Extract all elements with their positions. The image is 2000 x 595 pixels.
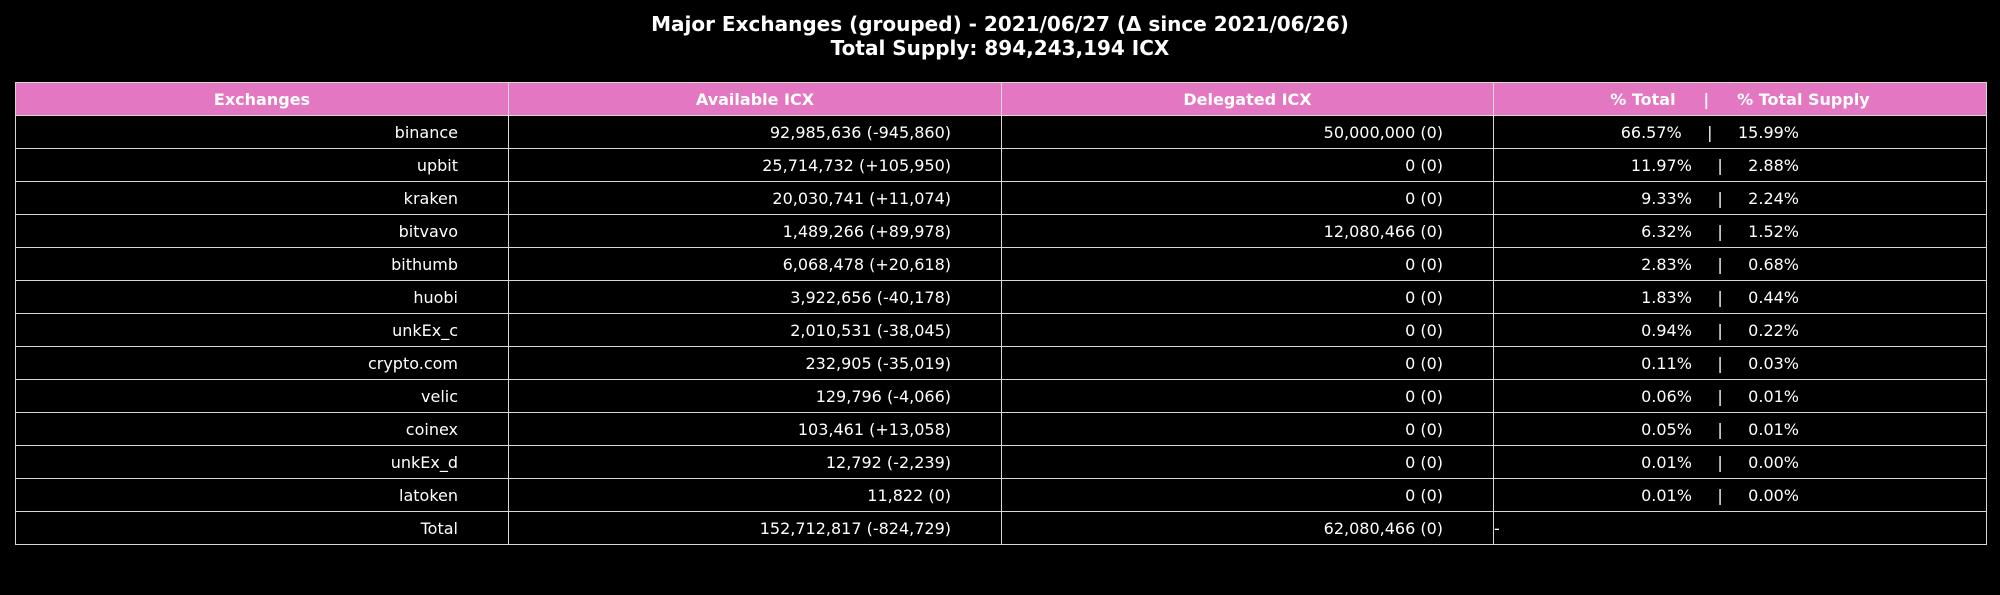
cell-exchange: huobi [15, 280, 509, 314]
table-row: latoken 11,822 (0) 0 (0) 0.01% | 0.00% [15, 478, 1987, 512]
cell-available-icx: 1,489,266 (+89,978) [508, 214, 1002, 248]
cell-available-icx: 20,030,741 (+11,074) [508, 181, 1002, 215]
header-exchanges: Exchanges [15, 82, 509, 116]
cell-percent: 0.01% | 0.00% [1493, 478, 1987, 512]
cell-exchange: upbit [15, 148, 509, 182]
cell-available-icx: 2,010,531 (-38,045) [508, 313, 1002, 347]
cell-delegated-icx: 50,000,000 (0) [1001, 115, 1494, 149]
table-row: kraken 20,030,741 (+11,074) 0 (0) 9.33% | 2… [15, 181, 1987, 215]
cell-percent: 0.01% | 0.00% [1493, 445, 1987, 479]
table-row: unkEx_d 12,792 (-2,239) 0 (0) 0.01% | 0.00% [15, 445, 1987, 479]
percent-value: 0.01% | 0.00% [1641, 452, 1799, 472]
cell-exchange: bithumb [15, 247, 509, 281]
table-row: unkEx_c 2,010,531 (-38,045) 0 (0) 0.94% | 0… [15, 313, 1987, 347]
header-available-icx: Available ICX [508, 82, 1002, 116]
header-percent-total: % Total | % Total Supply [1493, 82, 1987, 116]
cell-percent: 2.83% | 0.68% [1493, 247, 1987, 281]
cell-percent: 9.33% | 2.24% [1493, 181, 1987, 215]
cell-percent: 0.11% | 0.03% [1493, 346, 1987, 380]
cell-delegated-icx: 0 (0) [1001, 346, 1494, 380]
cell-delegated-icx: 0 (0) [1001, 280, 1494, 314]
table-row: crypto.com 232,905 (-35,019) 0 (0) 0.11% | … [15, 346, 1987, 380]
cell-available-icx: 25,714,732 (+105,950) [508, 148, 1002, 182]
cell-exchange: kraken [15, 181, 509, 215]
cell-available-icx: 92,985,636 (-945,860) [508, 115, 1002, 149]
percent-value: 0.01% | 0.00% [1641, 485, 1799, 505]
cell-delegated-icx: 0 (0) [1001, 247, 1494, 281]
percent-value: 0.94% | 0.22% [1641, 320, 1799, 340]
chart-title-block: Major Exchanges (grouped) - 2021/06/27 (… [0, 12, 2000, 60]
cell-percent: 6.32% | 1.52% [1493, 214, 1987, 248]
percent-value: 0.11% | 0.03% [1641, 353, 1799, 373]
percent-value: 1.83% | 0.44% [1641, 287, 1799, 307]
cell-percent: 11.97% | 2.88% [1493, 148, 1987, 182]
cell-delegated-icx: 62,080,466 (0) [1001, 511, 1494, 545]
cell-available-icx: 6,068,478 (+20,618) [508, 247, 1002, 281]
cell-percent: 1.83% | 0.44% [1493, 280, 1987, 314]
table-row: upbit 25,714,732 (+105,950) 0 (0) 11.97% | … [15, 148, 1987, 182]
cell-exchange: Total [15, 511, 509, 545]
table-header-row: Exchanges Available ICX Delegated ICX % … [15, 82, 1987, 116]
percent-value: 6.32% | 1.52% [1641, 221, 1799, 241]
cell-exchange: velic [15, 379, 509, 413]
cell-percent: 66.57% | 15.99% [1493, 115, 1987, 149]
table-total-row: Total 152,712,817 (-824,729) 62,080,466 (0… [15, 511, 1987, 545]
cell-available-icx: 3,922,656 (-40,178) [508, 280, 1002, 314]
cell-delegated-icx: 0 (0) [1001, 445, 1494, 479]
table-row: huobi 3,922,656 (-40,178) 0 (0) 1.83% | 0.4… [15, 280, 1987, 314]
cell-delegated-icx: 0 (0) [1001, 478, 1494, 512]
header-percent-total-label: % Total | % Total Supply [1610, 89, 1870, 109]
cell-available-icx: 11,822 (0) [508, 478, 1002, 512]
cell-available-icx: 12,792 (-2,239) [508, 445, 1002, 479]
header-delegated-icx: Delegated ICX [1001, 82, 1494, 116]
table-row: bitvavo 1,489,266 (+89,978) 12,080,466 (0)… [15, 214, 1987, 248]
cell-exchange: crypto.com [15, 346, 509, 380]
cell-delegated-icx: 0 (0) [1001, 379, 1494, 413]
percent-value: 9.33% | 2.24% [1641, 188, 1799, 208]
cell-delegated-icx: 0 (0) [1001, 148, 1494, 182]
cell-available-icx: 129,796 (-4,066) [508, 379, 1002, 413]
cell-percent: - [1493, 511, 1987, 545]
table-row: coinex 103,461 (+13,058) 0 (0) 0.05% | 0.01… [15, 412, 1987, 446]
cell-delegated-icx: 12,080,466 (0) [1001, 214, 1494, 248]
table-body: binance 92,985,636 (-945,860) 50,000,000 (… [15, 115, 1987, 545]
cell-available-icx: 152,712,817 (-824,729) [508, 511, 1002, 545]
cell-exchange: binance [15, 115, 509, 149]
cell-exchange: unkEx_c [15, 313, 509, 347]
percent-value: 2.83% | 0.68% [1641, 254, 1799, 274]
percent-value: 66.57% | 15.99% [1620, 122, 1799, 142]
table-row: bithumb 6,068,478 (+20,618) 0 (0) 2.83% | 0… [15, 247, 1987, 281]
cell-percent: 0.05% | 0.01% [1493, 412, 1987, 446]
cell-percent: 0.94% | 0.22% [1493, 313, 1987, 347]
cell-exchange: unkEx_d [15, 445, 509, 479]
chart-title: Major Exchanges (grouped) - 2021/06/27 (… [651, 12, 1349, 36]
cell-delegated-icx: 0 (0) [1001, 412, 1494, 446]
table-row: binance 92,985,636 (-945,860) 50,000,000 (… [15, 115, 1987, 149]
cell-exchange: latoken [15, 478, 509, 512]
chart-subtitle: Total Supply: 894,243,194 ICX [830, 36, 1170, 60]
percent-value: 11.97% | 2.88% [1630, 155, 1799, 175]
cell-delegated-icx: 0 (0) [1001, 313, 1494, 347]
percent-value: 0.06% | 0.01% [1641, 386, 1799, 406]
cell-percent: 0.06% | 0.01% [1493, 379, 1987, 413]
cell-delegated-icx: 0 (0) [1001, 181, 1494, 215]
percent-value: 0.05% | 0.01% [1641, 419, 1799, 439]
exchanges-table: Exchanges Available ICX Delegated ICX % … [15, 82, 1987, 545]
cell-available-icx: 103,461 (+13,058) [508, 412, 1002, 446]
cell-exchange: bitvavo [15, 214, 509, 248]
cell-available-icx: 232,905 (-35,019) [508, 346, 1002, 380]
cell-exchange: coinex [15, 412, 509, 446]
table-row: velic 129,796 (-4,066) 0 (0) 0.06% | 0.01% [15, 379, 1987, 413]
